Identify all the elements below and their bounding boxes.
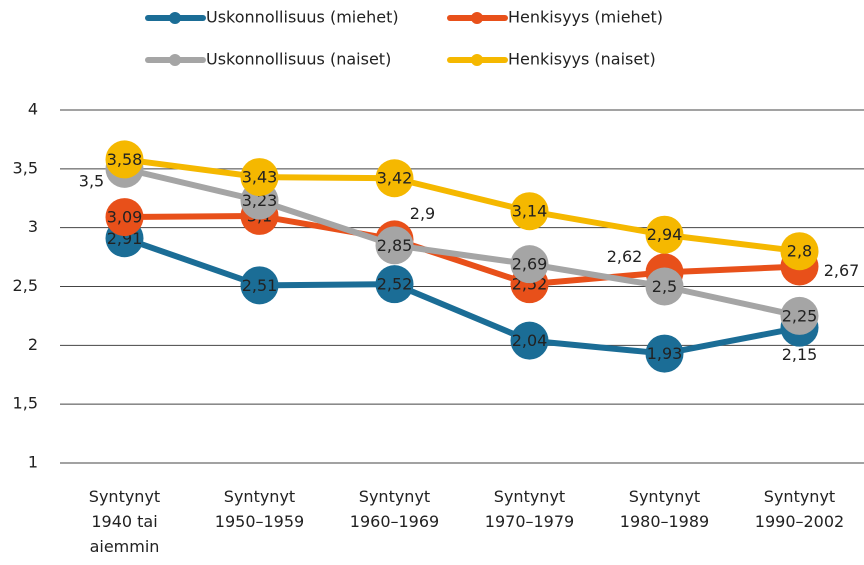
legend-marker [169,54,181,66]
point [375,159,414,198]
data-label: 3,23 [242,191,278,210]
point [510,245,549,284]
data-label: 3,42 [377,169,413,188]
y-tick-label: 2 [28,335,38,354]
y-tick-label: 1,5 [13,394,38,413]
x-tick-label: Syntynyt 1950–1959 [215,487,304,531]
point [240,158,279,197]
x-tick-label: Syntynyt 1970–1979 [485,487,574,531]
point [375,226,414,265]
legend-label: Henkisyys (naiset) [508,50,656,69]
legend-label: Uskonnollisuus (naiset) [206,50,391,69]
data-label: 2,51 [242,276,278,295]
y-tick-label: 3 [28,217,38,236]
data-label: 2,67 [824,261,860,280]
point [780,296,819,335]
y-tick-label: 2,5 [13,276,38,295]
data-label: 2,62 [607,247,643,266]
series-line [124,212,800,288]
point [375,265,414,304]
series-line [123,235,801,357]
legend-marker [471,54,483,66]
point [645,334,684,373]
data-label: 3,5 [79,171,104,190]
data-label: 2,5 [652,277,677,296]
point [105,140,144,179]
y-tick-label: 1 [28,453,38,472]
data-label: 3,14 [512,202,548,221]
point [240,266,279,305]
legend-label: Uskonnollisuus (miehet) [206,8,399,27]
point [645,215,684,254]
point [510,321,549,360]
series-line [123,165,801,319]
y-tick-label: 4 [28,100,38,119]
data-label: 2,8 [787,242,812,261]
legend-marker [471,12,483,24]
data-label: 3,09 [107,208,143,227]
point [510,192,549,231]
legend-marker [169,12,181,24]
data-label: 2,52 [377,275,413,294]
data-label: 2,69 [512,255,548,274]
point [105,198,144,237]
data-label: 1,93 [647,344,683,363]
legend-label: Henkisyys (miehet) [508,8,663,27]
point [645,267,684,306]
y-tick-label: 3,5 [13,158,38,177]
data-label: 2,15 [782,345,818,364]
data-label: 2,25 [782,306,818,325]
data-label: 2,85 [377,236,413,255]
point [780,232,819,271]
data-label: 3,43 [242,168,278,187]
series-line [124,156,800,255]
data-label: 2,04 [512,331,548,350]
x-tick-label: Syntynyt 1990–2002 [755,487,844,531]
x-tick-label: Syntynyt 1940 tai aiemmin [89,487,160,556]
data-label: 2,9 [410,204,435,223]
x-tick-label: Syntynyt 1960–1969 [350,487,439,531]
data-label: 2,94 [647,225,683,244]
data-label: 3,58 [107,150,143,169]
x-tick-label: Syntynyt 1980–1989 [620,487,709,531]
